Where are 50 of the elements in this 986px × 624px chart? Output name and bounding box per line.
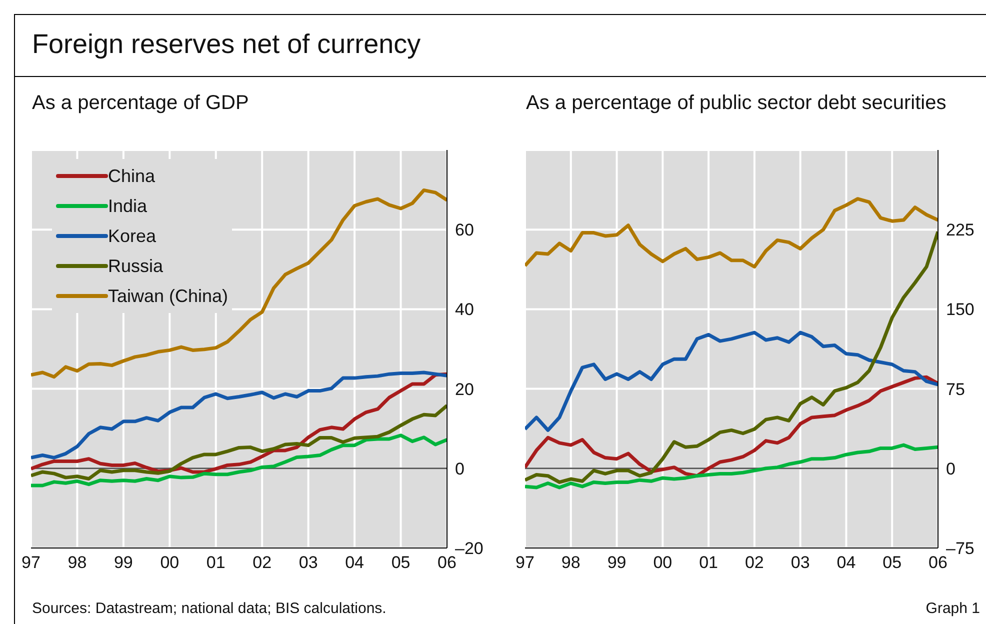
x-tick-label: 02: [744, 553, 764, 572]
line-series: [31, 434, 447, 488]
legend-label: Taiwan (China): [108, 286, 228, 306]
y-tick-label: 225: [946, 220, 974, 240]
chart-subtitle: As a percentage of public sector debt securities: [526, 92, 948, 114]
x-tick-label: 05: [882, 553, 902, 572]
x-tick-label: 03: [790, 553, 810, 572]
y-tick-label: 20: [455, 380, 474, 399]
y-tick-label: 0: [946, 459, 956, 478]
legend-label: China: [108, 166, 156, 186]
x-tick-label: 97: [22, 553, 40, 572]
x-tick-label: 02: [252, 553, 272, 572]
y-tick-label: 0: [455, 459, 464, 478]
legend-label: Russia: [108, 256, 164, 276]
y-tick-label: 60: [455, 220, 474, 240]
line-series: [525, 375, 938, 478]
legend-label: Korea: [108, 226, 156, 246]
y-tick-label: 40: [455, 300, 474, 320]
x-tick-label: 05: [391, 553, 410, 572]
y-tick-label: –20: [455, 539, 484, 558]
y-tick-label: 150: [946, 300, 974, 320]
y-tick-label: –75: [946, 539, 974, 558]
line-series: [31, 372, 447, 474]
x-tick-label: 06: [438, 553, 456, 572]
line-series: [31, 404, 447, 480]
y-tick-label: 75: [946, 380, 965, 399]
x-tick-label: 04: [836, 553, 856, 572]
line-series: [525, 230, 938, 484]
x-tick-label: 97: [516, 553, 534, 572]
x-tick-label: 00: [160, 553, 180, 572]
x-tick-label: 98: [68, 553, 87, 572]
line-series: [31, 188, 447, 379]
x-tick-label: 99: [607, 553, 626, 572]
x-tick-label: 98: [561, 553, 580, 572]
line-series: [525, 443, 938, 490]
x-tick-label: 01: [699, 553, 718, 572]
line-series: [525, 197, 938, 268]
legend-label: India: [108, 196, 148, 216]
line-series: [525, 330, 938, 432]
caption: Graph 1: [926, 600, 980, 617]
chart-subtitle: As a percentage of GDP: [32, 92, 250, 114]
chart-title: Foreign reserves net of currency: [32, 29, 421, 60]
x-tick-label: 99: [114, 553, 133, 572]
x-tick-label: 06: [928, 553, 948, 572]
x-tick-label: 00: [653, 553, 672, 572]
x-tick-label: 04: [345, 553, 364, 572]
line-series: [31, 370, 447, 460]
x-tick-label: 01: [206, 553, 226, 572]
x-tick-label: 03: [298, 553, 318, 572]
source-note: Sources: Datastream; national data; BIS calculations.: [32, 600, 386, 617]
